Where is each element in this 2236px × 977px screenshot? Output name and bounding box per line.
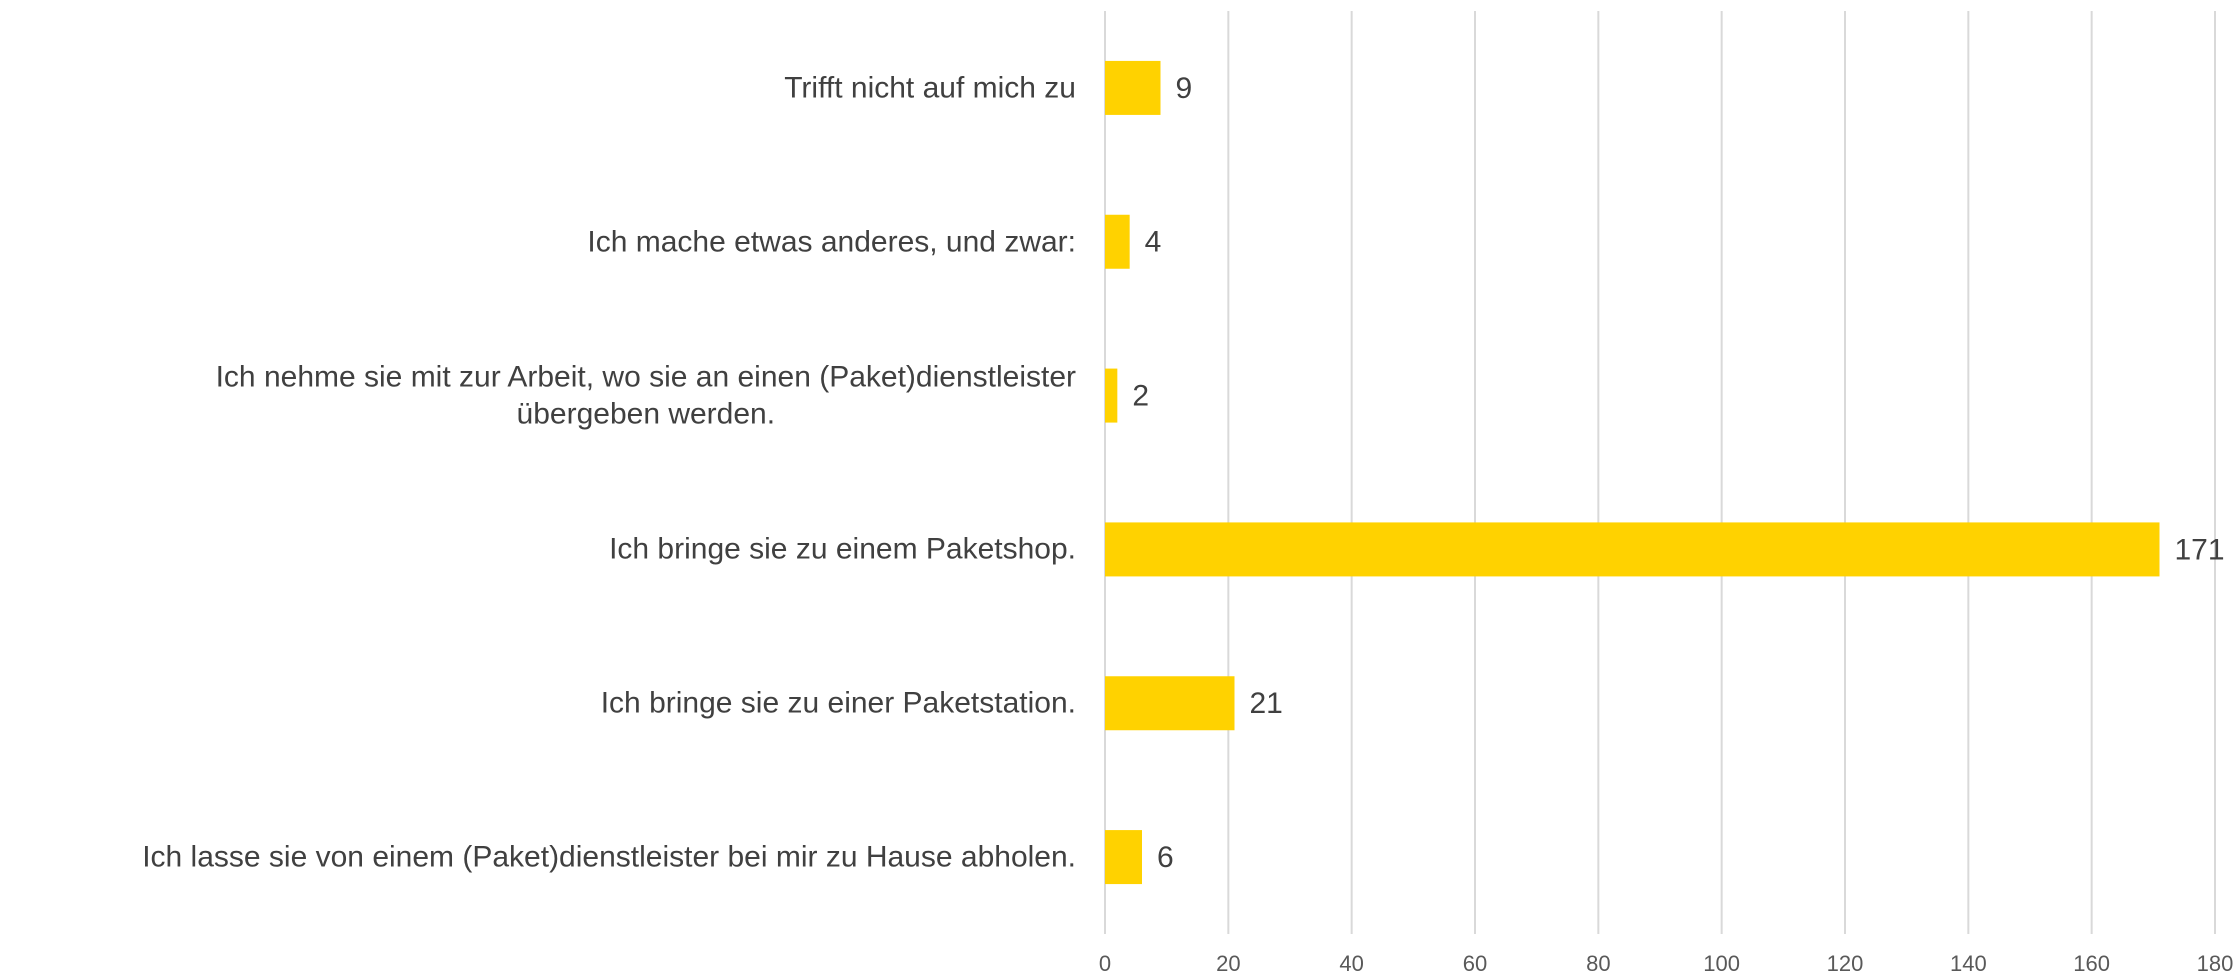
x-tick-label: 60	[1463, 951, 1487, 976]
category-label: Ich nehme sie mit zur Arbeit, wo sie an …	[215, 360, 1076, 431]
x-tick-label: 100	[1703, 951, 1740, 976]
value-label: 2	[1132, 380, 1149, 413]
x-tick-label: 180	[2197, 951, 2234, 976]
category-label: Ich lasse sie von einem (Paket)dienstlei…	[142, 840, 1076, 874]
value-label: 4	[1145, 226, 1162, 259]
value-label: 171	[2175, 533, 2225, 566]
bar	[1105, 368, 1118, 423]
x-tick-label: 20	[1216, 951, 1240, 976]
value-label: 21	[1250, 687, 1283, 720]
bar	[1105, 522, 2160, 577]
category-label: Ich mache etwas anderes, und zwar:	[587, 225, 1076, 258]
x-tick-label: 160	[2073, 951, 2110, 976]
value-label: 6	[1157, 841, 1174, 874]
x-tick-label: 0	[1099, 951, 1111, 976]
value-label: 9	[1176, 72, 1193, 105]
category-label: Trifft nicht auf mich zu	[784, 71, 1076, 105]
x-tick-label: 80	[1586, 951, 1610, 976]
x-tick-label: 40	[1339, 951, 1363, 976]
bar	[1105, 830, 1142, 885]
bar	[1105, 214, 1130, 269]
x-tick-label: 120	[1827, 951, 1864, 976]
x-tick-label: 140	[1950, 951, 1987, 976]
category-label: Ich bringe sie zu einer Paketstation.	[600, 686, 1076, 720]
category-label: Ich bringe sie zu einem Paketshop.	[609, 532, 1076, 566]
bar	[1105, 676, 1235, 731]
bar	[1105, 60, 1161, 115]
